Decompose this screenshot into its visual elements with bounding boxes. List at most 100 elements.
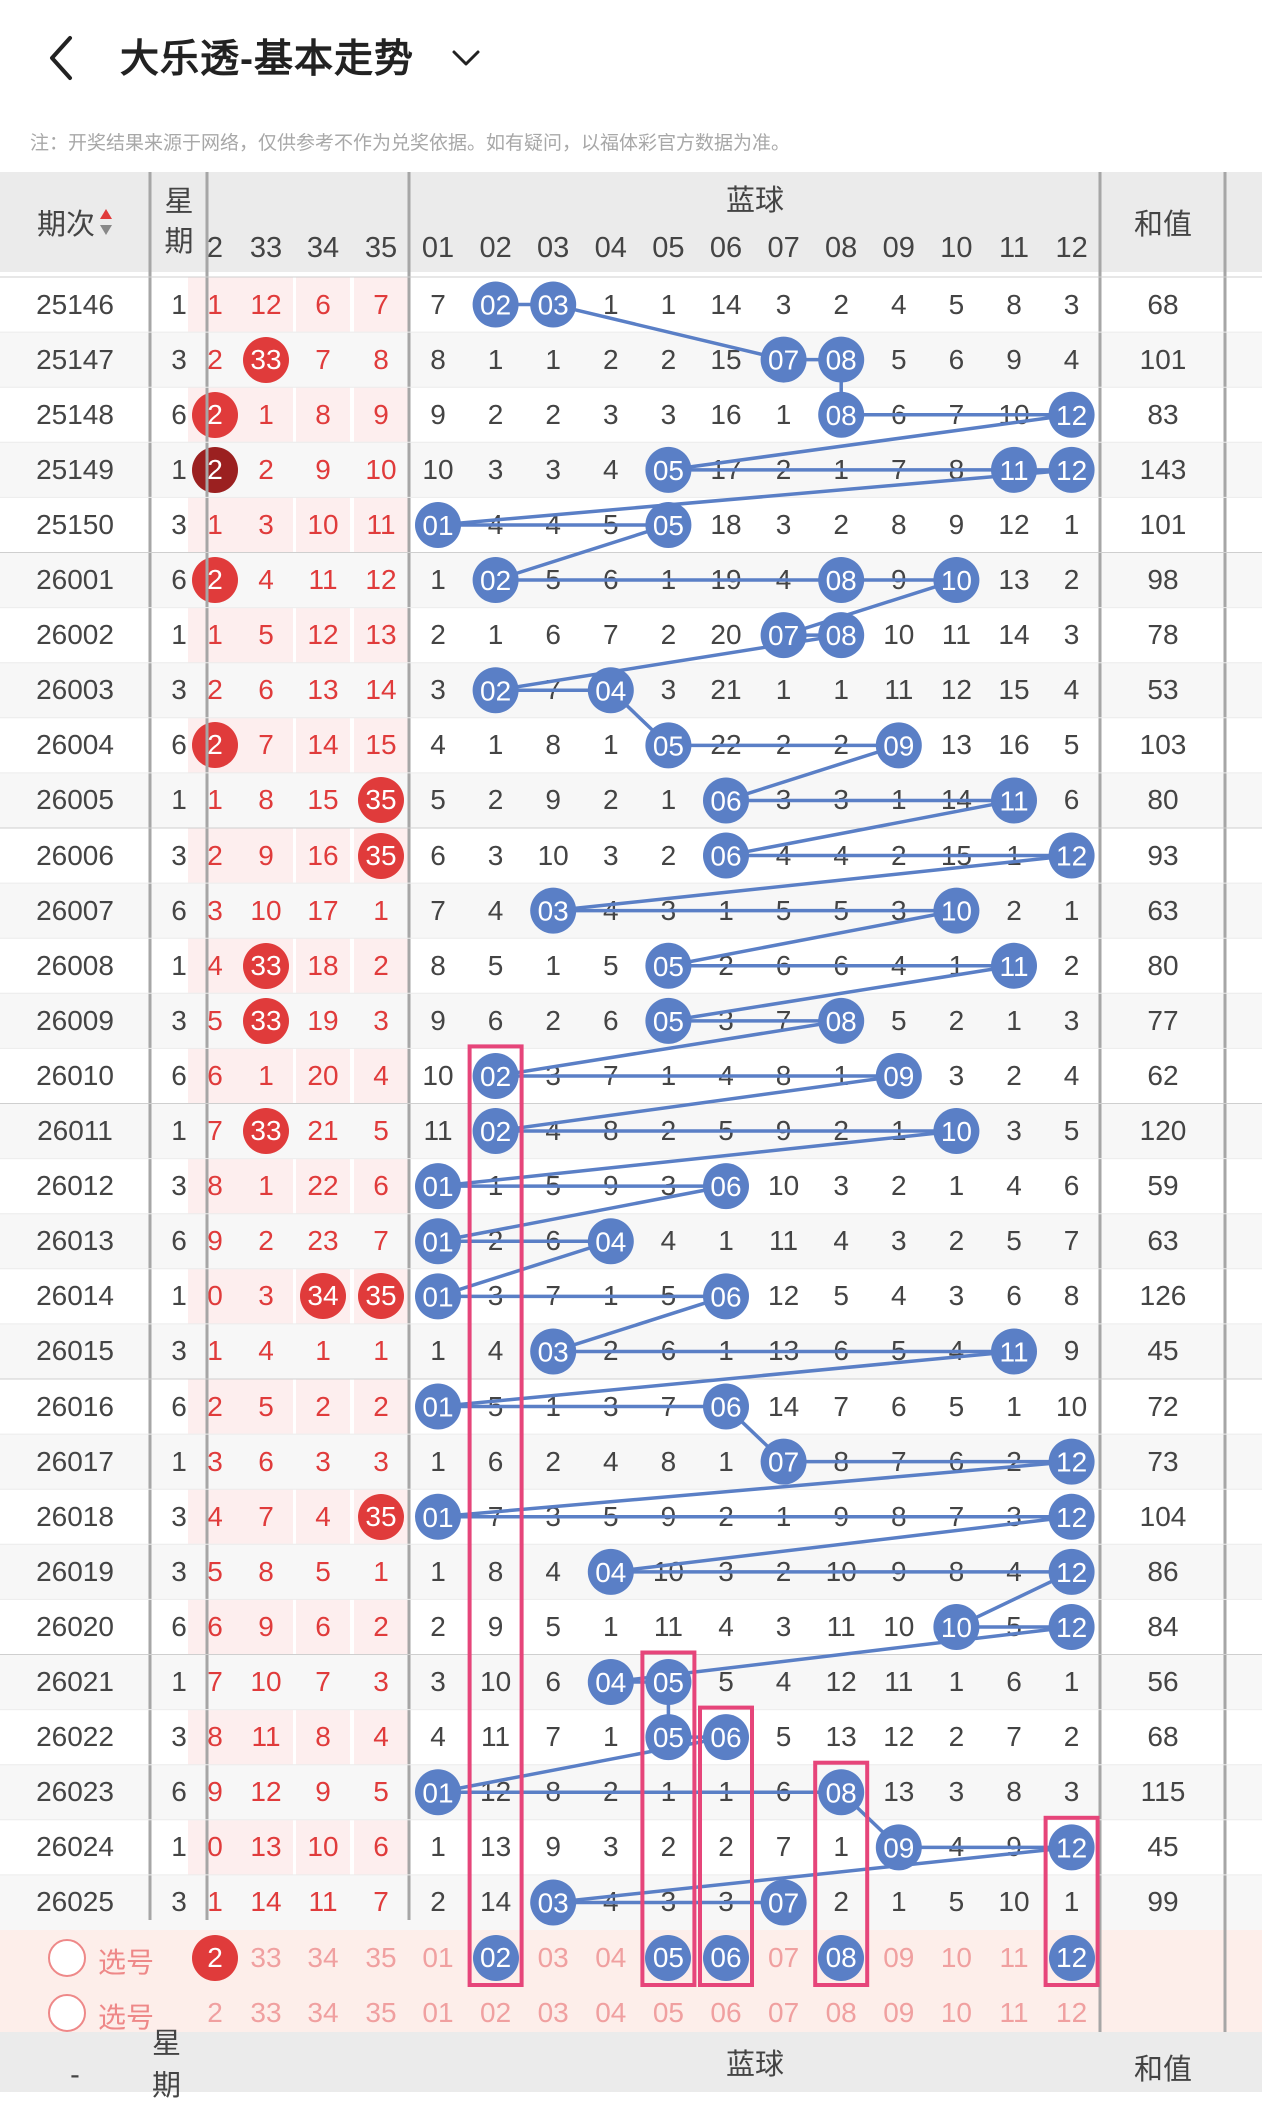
- selected-blue-ball[interactable]: 02: [472, 1934, 519, 1981]
- select-red-number[interactable]: 2: [207, 1996, 223, 2028]
- blue-miss-cell: 10: [480, 1666, 512, 1697]
- sum-cell: 78: [1147, 619, 1179, 651]
- select-blue-number[interactable]: 03: [537, 1996, 569, 2028]
- period-cell: 26021: [36, 1666, 114, 1697]
- blue-miss-cell: 2: [545, 1445, 561, 1477]
- select-red-number[interactable]: 34: [307, 1996, 339, 2028]
- select-blue-number[interactable]: 02: [468, 1930, 524, 1985]
- blue-miss-cell: 4: [775, 564, 792, 595]
- red-tail-cell: 1: [188, 607, 242, 663]
- red-tail-cell: 2: [188, 553, 242, 608]
- select-red-number[interactable]: 34: [307, 1941, 339, 1973]
- red-tail-cell: 3: [207, 894, 223, 926]
- select-red-number[interactable]: 33: [250, 1941, 282, 1973]
- blue-miss-cell: [1044, 1820, 1100, 1875]
- red-ball: 2: [192, 557, 238, 603]
- select-blue-number[interactable]: 12: [1044, 1930, 1100, 1985]
- select-red-number[interactable]: 35: [365, 1941, 397, 1973]
- select-red-number[interactable]: 35: [365, 1996, 397, 2028]
- blue-miss-cell: 1: [430, 1445, 446, 1477]
- blue-miss-cell: 8: [545, 729, 561, 761]
- select-red-number[interactable]: 2: [189, 1930, 241, 1985]
- red-tail-header: 33: [249, 231, 283, 264]
- period-cell: 26008: [36, 949, 114, 981]
- weekday-cell: 3: [171, 1886, 187, 1918]
- blue-miss-cell: 3: [1063, 288, 1080, 320]
- selected-blue-ball[interactable]: 05: [645, 1934, 692, 1981]
- red-tail-cell: 6: [296, 277, 350, 332]
- blue-miss-cell: 3: [891, 894, 907, 926]
- period-cell: 26023: [36, 1776, 114, 1808]
- sum-cell: 53: [1147, 674, 1179, 706]
- blue-miss-cell: 1: [718, 1776, 734, 1808]
- period-cell: 26001: [36, 564, 114, 595]
- select-blue-number[interactable]: 07: [768, 1996, 800, 2028]
- red-ball: 2: [192, 391, 238, 438]
- select-blue-number[interactable]: 10: [940, 1996, 972, 2028]
- blue-miss-cell: 7: [603, 1059, 619, 1091]
- select-blue-number[interactable]: 02: [480, 1996, 512, 2028]
- weekday-cell: 6: [171, 398, 187, 430]
- sum-cell: 93: [1147, 839, 1179, 871]
- period-cell: 26018: [36, 1500, 114, 1532]
- selected-blue-ball[interactable]: 12: [1048, 1934, 1095, 1981]
- select-blue-number[interactable]: 09: [883, 1941, 915, 1973]
- select-label[interactable]: 选号: [98, 2002, 155, 2033]
- select-blue-number[interactable]: 04: [595, 1941, 627, 1973]
- select-blue-number[interactable]: 04: [595, 1996, 627, 2028]
- blue-miss-cell: 1: [1063, 1886, 1080, 1918]
- select-radio[interactable]: [48, 1994, 86, 2032]
- sum-cell: 86: [1147, 1555, 1179, 1587]
- sum-cell: 80: [1147, 949, 1179, 981]
- select-blue-number[interactable]: 10: [940, 1941, 972, 1973]
- blue-miss-cell: 3: [833, 784, 849, 816]
- weekday-cell: 1: [171, 619, 187, 651]
- period-header[interactable]: 期次: [0, 172, 150, 272]
- select-blue-number[interactable]: 12: [1056, 1996, 1088, 2028]
- select-blue-number[interactable]: 05: [652, 1996, 684, 2028]
- weekday-cell: 3: [171, 343, 187, 375]
- back-arrow-icon[interactable]: [40, 30, 84, 86]
- table-row: 26005 1 1 8 15 35 5 2 9 2 1 3 3 1 14 6 80: [0, 772, 1262, 828]
- blue-miss-cell: 10: [652, 1555, 684, 1587]
- sum-cell: 83: [1147, 398, 1179, 430]
- selected-blue-ball[interactable]: 06: [703, 1934, 749, 1981]
- sum-cell: 99: [1147, 1886, 1179, 1918]
- select-blue-number[interactable]: 05: [640, 1930, 696, 1985]
- chevron-down-icon[interactable]: [448, 40, 484, 76]
- select-blue-number[interactable]: 07: [768, 1941, 800, 1973]
- weekday-cell: 1: [171, 1666, 187, 1697]
- blue-miss-cell: 6: [833, 949, 849, 981]
- selected-red-ball[interactable]: 2: [192, 1934, 238, 1981]
- select-blue-number[interactable]: 11: [999, 1941, 1029, 1973]
- select-blue-number[interactable]: 08: [825, 1996, 857, 2028]
- select-label[interactable]: 选号: [98, 1947, 155, 1978]
- select-blue-number[interactable]: 03: [537, 1941, 569, 1973]
- blue-miss-cell: 8: [603, 1115, 619, 1146]
- select-blue-number[interactable]: 01: [422, 1996, 454, 2028]
- blue-miss-cell: [813, 553, 869, 608]
- select-blue-number[interactable]: 11: [999, 1996, 1029, 2028]
- select-red-number[interactable]: 33: [250, 1996, 282, 2028]
- blue-miss-cell: 1: [660, 1059, 677, 1091]
- blue-miss-cell: 6: [891, 1390, 907, 1422]
- blue-number-header: 03: [537, 231, 570, 264]
- weekday-cell: 3: [171, 1170, 187, 1202]
- select-radio[interactable]: [48, 1939, 86, 1977]
- weekday-cell: 1: [171, 288, 187, 320]
- selected-blue-ball[interactable]: 08: [818, 1934, 865, 1981]
- select-blue-number[interactable]: 01: [422, 1941, 454, 1973]
- sum-header: 和值: [1133, 209, 1192, 241]
- blue-miss-cell: 3: [660, 1886, 677, 1918]
- red-tail-cell: 15: [354, 717, 408, 773]
- sort-icon: [100, 209, 112, 235]
- select-blue-number[interactable]: 08: [813, 1930, 869, 1985]
- blue-miss-cell: 5: [1006, 1225, 1022, 1257]
- blue-miss-cell: 2: [948, 1721, 965, 1753]
- select-blue-number[interactable]: 06: [710, 1996, 742, 2028]
- select-blue-number[interactable]: 06: [698, 1930, 754, 1985]
- blue-miss-cell: [640, 442, 696, 497]
- blue-miss-cell: 7: [891, 1445, 907, 1477]
- select-blue-number[interactable]: 09: [883, 1996, 915, 2028]
- blue-miss-cell: 3: [660, 398, 677, 430]
